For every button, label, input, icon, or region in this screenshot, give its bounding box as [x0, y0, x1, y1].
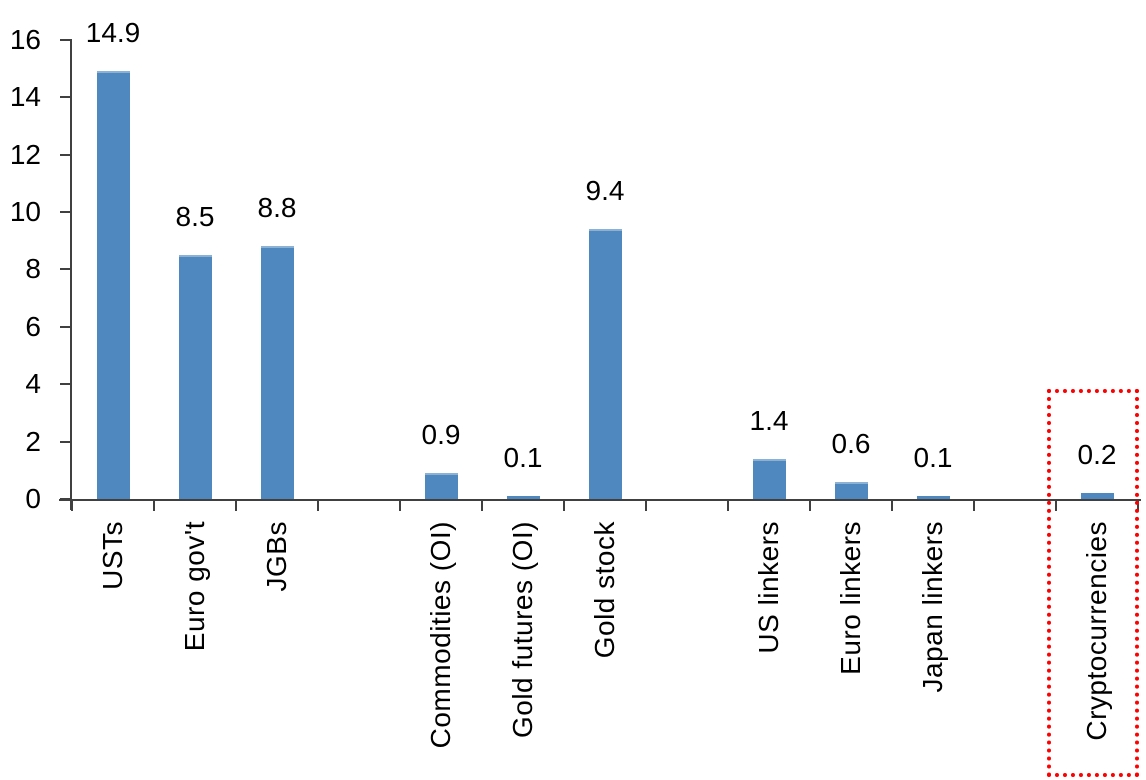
bar-euro-gov-t — [179, 255, 212, 499]
x-axis-label: Euro gov't — [179, 521, 210, 652]
bar-gold-futures-oi- — [507, 496, 540, 499]
data-label: 8.8 — [257, 192, 297, 223]
x-axis-label: Euro linkers — [835, 521, 866, 675]
x-axis-tick — [973, 501, 975, 511]
y-axis-tick-label: 2 — [25, 426, 41, 457]
y-axis-tick-label: 16 — [9, 24, 41, 55]
bar-gold-stock — [589, 229, 622, 499]
x-axis-label: JGBs — [261, 521, 292, 592]
x-axis-tick — [645, 501, 647, 511]
y-axis-tick — [60, 211, 72, 213]
y-axis-tick-label: 12 — [9, 139, 41, 170]
x-axis-label: Japan linkers — [917, 521, 948, 693]
y-axis-tick — [60, 154, 72, 156]
y-axis-tick-label: 8 — [25, 253, 41, 284]
x-axis-label: Gold futures (OI) — [507, 521, 538, 739]
data-label: 1.4 — [749, 405, 789, 436]
y-axis-tick-label: 4 — [25, 368, 41, 399]
data-label: 0.1 — [913, 442, 953, 473]
bar-cryptocurrencies — [1081, 493, 1114, 499]
x-axis-tick — [809, 501, 811, 511]
y-axis-tick — [60, 498, 72, 500]
bar-euro-linkers — [835, 482, 868, 499]
x-axis-line — [59, 499, 1141, 501]
data-label: 8.5 — [175, 201, 215, 232]
data-label: 0.2 — [1077, 439, 1117, 470]
data-label: 14.9 — [85, 17, 141, 48]
y-axis-tick — [60, 39, 72, 41]
bar-usts — [97, 71, 130, 499]
highlight-box-cryptocurrencies — [1047, 389, 1139, 777]
x-axis-label: Commodities (OI) — [425, 521, 456, 749]
bar-jgbs — [261, 246, 294, 499]
y-axis-tick-label: 10 — [9, 196, 41, 227]
x-axis-tick — [891, 501, 893, 511]
y-axis-tick-label: 14 — [9, 81, 41, 112]
data-label: 0.1 — [503, 442, 543, 473]
x-axis-tick — [481, 501, 483, 511]
x-axis-tick — [727, 501, 729, 511]
data-label: 0.6 — [831, 428, 871, 459]
x-axis-tick — [153, 501, 155, 511]
bar-japan-linkers — [917, 496, 950, 499]
y-axis-tick — [60, 326, 72, 328]
y-axis-tick — [60, 96, 72, 98]
x-axis-tick — [317, 501, 319, 511]
x-axis-tick — [563, 501, 565, 511]
x-axis-tick — [71, 501, 73, 511]
y-axis-line — [70, 40, 72, 510]
x-axis-label: US linkers — [753, 521, 784, 654]
x-axis-tick — [235, 501, 237, 511]
y-axis-tick — [60, 441, 72, 443]
x-axis-label: Gold stock — [589, 521, 620, 659]
bar-us-linkers — [753, 459, 786, 499]
y-axis-tick — [60, 268, 72, 270]
x-axis-tick — [399, 501, 401, 511]
data-label: 0.9 — [421, 419, 461, 450]
data-label: 9.4 — [585, 175, 625, 206]
y-axis-tick-label: 6 — [25, 311, 41, 342]
bar-commodities-oi- — [425, 473, 458, 499]
y-axis-tick — [60, 383, 72, 385]
x-axis-tick — [1055, 501, 1057, 511]
x-axis-label: USTs — [97, 521, 128, 590]
y-axis-tick-label: 0 — [25, 483, 41, 514]
